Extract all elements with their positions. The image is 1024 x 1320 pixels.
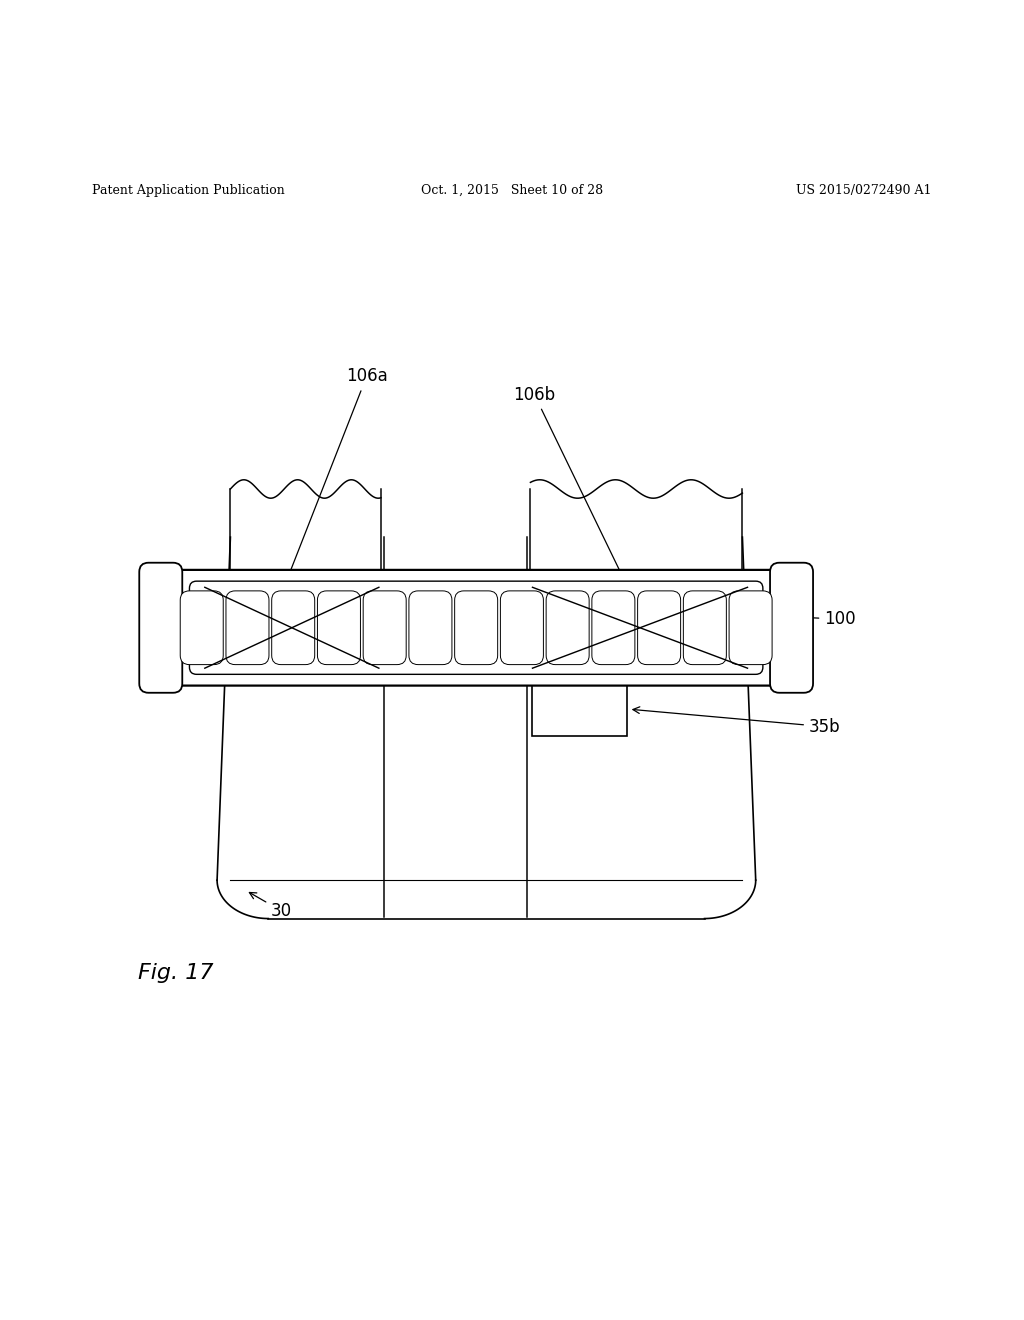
- FancyBboxPatch shape: [139, 562, 182, 693]
- Text: 35b: 35b: [633, 706, 841, 735]
- FancyBboxPatch shape: [546, 591, 589, 664]
- Text: 106b: 106b: [513, 385, 628, 587]
- FancyBboxPatch shape: [683, 591, 726, 664]
- FancyBboxPatch shape: [180, 591, 223, 664]
- FancyBboxPatch shape: [364, 591, 407, 664]
- Text: 100: 100: [809, 610, 856, 628]
- FancyBboxPatch shape: [409, 591, 452, 664]
- FancyBboxPatch shape: [226, 591, 269, 664]
- Bar: [532, 682, 627, 735]
- FancyBboxPatch shape: [501, 591, 544, 664]
- Text: Oct. 1, 2015   Sheet 10 of 28: Oct. 1, 2015 Sheet 10 of 28: [421, 183, 603, 197]
- FancyBboxPatch shape: [638, 591, 681, 664]
- Text: 30: 30: [250, 892, 292, 920]
- FancyBboxPatch shape: [317, 591, 360, 664]
- Text: Patent Application Publication: Patent Application Publication: [92, 183, 285, 197]
- FancyBboxPatch shape: [592, 591, 635, 664]
- FancyBboxPatch shape: [770, 562, 813, 693]
- Text: Fig. 17: Fig. 17: [138, 962, 214, 982]
- FancyBboxPatch shape: [271, 591, 314, 664]
- FancyBboxPatch shape: [166, 570, 786, 685]
- FancyBboxPatch shape: [455, 591, 498, 664]
- FancyBboxPatch shape: [729, 591, 772, 664]
- Text: 106a: 106a: [283, 367, 387, 590]
- FancyBboxPatch shape: [189, 581, 763, 675]
- Text: US 2015/0272490 A1: US 2015/0272490 A1: [797, 183, 932, 197]
